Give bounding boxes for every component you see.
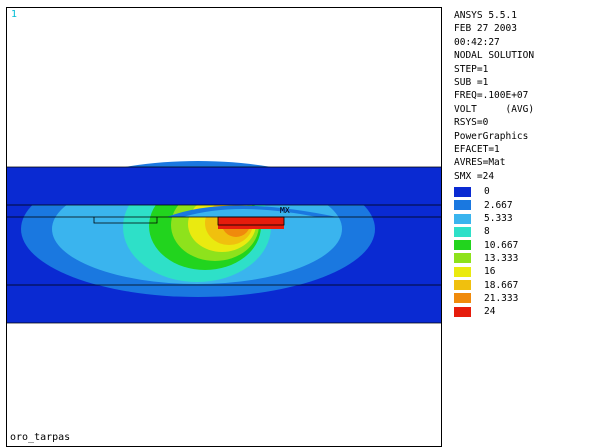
legend-swatch	[454, 253, 471, 264]
legend-row: 21.333	[454, 292, 599, 305]
legend-label: 13.333	[484, 252, 519, 264]
info-line: RSYS=0	[454, 117, 489, 129]
info-lines: ANSYS 5.5.1 FEB 27 2003 00:42:27 NODAL SOLU…	[454, 9, 599, 183]
legend-swatch	[454, 186, 471, 197]
model-name: oro_tarpas	[10, 432, 71, 443]
info-line: VOLT (AVG)	[454, 103, 535, 115]
legend-swatch	[454, 226, 471, 237]
legend-label: 10.667	[484, 239, 519, 251]
info-panel: ANSYS 5.5.1 FEB 27 2003 00:42:27 NODAL SOLU…	[454, 9, 599, 318]
graphics-viewport[interactable]: 1 MX oro_tarpas	[6, 7, 442, 447]
max-marker: MX	[280, 206, 290, 215]
info-line: SUB =1	[454, 77, 489, 89]
legend-label: 18.667	[484, 279, 519, 291]
contour-plot: MX	[7, 161, 441, 324]
legend-swatch	[454, 213, 471, 224]
legend-row: 24	[454, 305, 599, 318]
window-number: 1	[11, 9, 18, 20]
info-line: 00:42:27	[454, 36, 500, 48]
legend-row: 10.667	[454, 238, 599, 251]
info-line: SMX =24	[454, 170, 495, 182]
legend-label: 16	[484, 266, 496, 278]
info-line: EFACET=1	[454, 144, 500, 156]
legend-swatch	[454, 200, 471, 211]
legend-row: 0	[454, 185, 599, 198]
info-line: PowerGraphics	[454, 130, 529, 142]
legend-swatch	[454, 280, 471, 290]
info-line: ANSYS 5.5.1	[454, 10, 517, 21]
info-line: NODAL SOLUTION	[454, 50, 535, 62]
legend-swatch	[454, 240, 471, 251]
legend-row: 2.667	[454, 199, 599, 212]
legend-label: 0	[484, 186, 490, 198]
info-line: FEB 27 2003	[454, 23, 517, 35]
ground-electrode-outline	[93, 217, 158, 224]
legend-row: 18.667	[454, 278, 599, 291]
info-line: AVRES=Mat	[454, 157, 506, 169]
legend-swatch	[454, 306, 471, 317]
top-air-region	[7, 167, 441, 205]
legend-swatch	[454, 293, 471, 304]
info-line: FREQ=.100E+07	[454, 90, 529, 102]
legend-label: 24	[484, 306, 496, 318]
legend-row: 5.333	[454, 212, 599, 225]
legend-row: 16	[454, 265, 599, 278]
contour-legend: 0 2.667 5.333 8 10.667 13.333 16 18.667 21.333 24	[454, 185, 599, 318]
contour-upper-edge-2	[183, 209, 317, 217]
legend-row: 13.333	[454, 252, 599, 265]
legend-label: 5.333	[484, 213, 513, 225]
legend-label: 2.667	[484, 199, 513, 211]
legend-row: 8	[454, 225, 599, 238]
legend-swatch	[454, 266, 471, 277]
signal-electrode-outline	[217, 216, 285, 226]
info-line: STEP=1	[454, 63, 489, 75]
legend-label: 8	[484, 226, 490, 238]
legend-label: 21.333	[484, 292, 519, 304]
